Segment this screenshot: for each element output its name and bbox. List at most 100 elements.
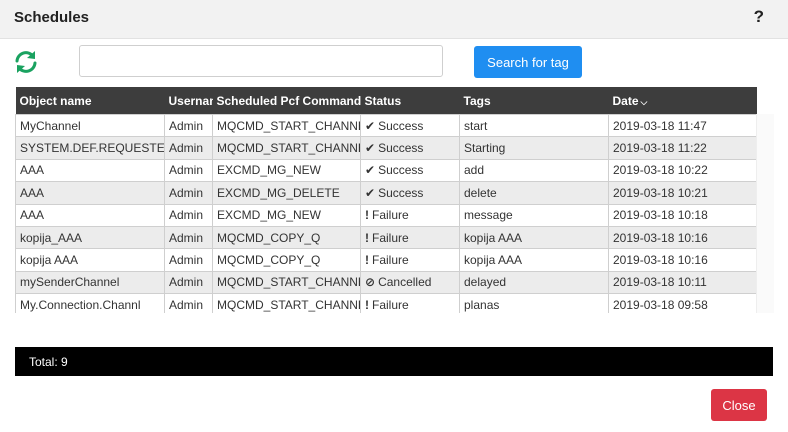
- status-text: Failure: [372, 297, 409, 312]
- total-count: Total: 9: [29, 355, 68, 369]
- cell-object-name: mySenderChannel: [15, 270, 165, 295]
- check-icon: ✔: [365, 141, 376, 156]
- cell-object-name: kopija AAA: [15, 248, 165, 272]
- cell-date: 2019-03-18 11:22: [608, 136, 757, 160]
- cell-command: EXCMD_MG_NEW: [212, 203, 361, 227]
- dialog-header: Schedules ?: [0, 0, 788, 39]
- column-header-command[interactable]: Scheduled Pcf Command: [212, 87, 361, 115]
- check-icon: ✔: [365, 185, 376, 200]
- status-text: Failure: [372, 230, 409, 245]
- cell-object-name: AAA: [15, 181, 165, 205]
- cell-command: MQCMD_START_CHANNEL: [212, 270, 361, 295]
- cell-status: ✔ Success: [360, 113, 460, 138]
- check-icon: ✔: [365, 163, 376, 178]
- schedules-table: Object name Username Scheduled Pcf Comma…: [15, 87, 757, 313]
- cell-username: Admin: [164, 270, 213, 295]
- cell-object-name: SYSTEM.DEF.REQUESTER: [15, 136, 165, 160]
- table-row[interactable]: AAA Admin EXCMD_MG_NEW! Failure message 2019-…: [15, 203, 757, 227]
- status-text: Success: [378, 118, 424, 133]
- status-text: Cancelled: [378, 275, 432, 290]
- cell-date: 2019-03-18 10:11: [608, 270, 757, 295]
- cell-status: ⊘ Cancelled: [360, 270, 460, 295]
- status-text: Failure: [372, 253, 409, 268]
- cell-status: ✔ Success: [360, 136, 460, 160]
- cell-command: MQCMD_COPY_Q: [212, 225, 361, 250]
- column-header-object-name[interactable]: Object name: [15, 87, 165, 115]
- status-text: Failure: [372, 208, 409, 223]
- cell-date: 2019-03-18 10:16: [608, 225, 757, 250]
- table-row[interactable]: My.Connection.Channl Admin MQCMD_START_CHA…: [15, 293, 757, 313]
- cell-username: Admin: [164, 136, 213, 160]
- cell-object-name: MyChannel: [15, 113, 165, 138]
- cell-username: Admin: [164, 158, 213, 183]
- cell-command: MQCMD_START_CHANNEL: [212, 113, 361, 138]
- cell-date: 2019-03-18 10:18: [608, 203, 757, 227]
- cell-object-name: AAA: [15, 203, 165, 227]
- table-footer: Total: 9: [15, 347, 773, 376]
- dialog-title: Schedules: [14, 9, 90, 26]
- table-row[interactable]: kopija AAA Admin MQCMD_COPY_Q! Failure kopij…: [15, 248, 757, 272]
- cell-tags: message: [459, 203, 609, 227]
- cell-tags: kopija AAA: [459, 248, 609, 272]
- cell-tags: kopija AAA: [459, 225, 609, 250]
- table-row[interactable]: AAA Admin EXCMD_MG_DELETE ✔ Success delete 201…: [15, 181, 757, 205]
- status-text: Success: [378, 185, 424, 200]
- cell-status: ✔ Success: [360, 181, 460, 205]
- column-header-username[interactable]: Username: [164, 87, 213, 115]
- cell-command: MQCMD_START_CHANNEL: [212, 293, 361, 313]
- search-input[interactable]: [79, 45, 443, 77]
- cell-status: ! Failure: [360, 248, 460, 272]
- table-row[interactable]: kopija_AAA Admin MQCMD_COPY_Q! Failure kopij…: [15, 225, 757, 250]
- cell-tags: delete: [459, 181, 609, 205]
- table-row[interactable]: mySenderChannel Admin MQCMD_START_CHANNEL ⊘…: [15, 270, 757, 295]
- cell-status: ! Failure: [360, 225, 460, 250]
- table-row[interactable]: SYSTEM.DEF.REQUESTER Admin MQCMD_START_CHA…: [15, 136, 757, 160]
- exclamation-icon: !: [365, 253, 369, 268]
- cell-username: Admin: [164, 225, 213, 250]
- column-header-tags[interactable]: Tags: [459, 87, 609, 115]
- cell-object-name: My.Connection.Channl: [15, 293, 165, 313]
- cell-tags: add: [459, 158, 609, 183]
- cell-username: Admin: [164, 248, 213, 272]
- cell-object-name: AAA: [15, 158, 165, 183]
- status-text: Success: [378, 163, 424, 178]
- exclamation-icon: !: [365, 297, 369, 312]
- cell-tags: delayed: [459, 270, 609, 295]
- cell-status: ! Failure: [360, 293, 460, 313]
- column-header-status[interactable]: Status: [360, 87, 460, 115]
- cell-date: 2019-03-18 10:16: [608, 248, 757, 272]
- cell-date: 2019-03-18 10:22: [608, 158, 757, 183]
- cell-status: ! Failure: [360, 203, 460, 227]
- cell-status: ✔ Success: [360, 158, 460, 183]
- check-icon: ✔: [365, 118, 376, 133]
- schedules-table-container: Object name Username Scheduled Pcf Comma…: [15, 87, 773, 313]
- cell-command: EXCMD_MG_DELETE: [212, 181, 361, 205]
- search-button[interactable]: Search for tag: [474, 46, 582, 78]
- cell-command: EXCMD_MG_NEW: [212, 158, 361, 183]
- exclamation-icon: !: [365, 208, 369, 223]
- cell-command: MQCMD_COPY_Q: [212, 248, 361, 272]
- cell-username: Admin: [164, 113, 213, 138]
- cell-username: Admin: [164, 203, 213, 227]
- table-header-row: Object name Username Scheduled Pcf Comma…: [15, 87, 757, 115]
- cell-object-name: kopija_AAA: [15, 225, 165, 250]
- close-button[interactable]: Close: [711, 389, 767, 421]
- table-row[interactable]: MyChannel Admin MQCMD_START_CHANNEL ✔ Succes…: [15, 113, 757, 138]
- refresh-icon[interactable]: [12, 48, 40, 76]
- chevron-down-icon[interactable]: ⌵: [640, 96, 648, 107]
- cell-tags: planas: [459, 293, 609, 313]
- help-icon[interactable]: ?: [753, 7, 764, 26]
- column-header-date-label: Date: [612, 93, 639, 108]
- cell-date: 2019-03-18 10:21: [608, 181, 757, 205]
- status-text: Success: [378, 141, 424, 156]
- cancel-icon: ⊘: [365, 275, 376, 290]
- cell-tags: start: [459, 113, 609, 138]
- cell-date: 2019-03-18 09:58: [608, 293, 757, 313]
- exclamation-icon: !: [365, 230, 369, 245]
- column-header-date[interactable]: Date ⌵: [608, 87, 757, 115]
- cell-command: MQCMD_START_CHANNEL: [212, 136, 361, 160]
- table-scrollbar[interactable]: [756, 114, 774, 313]
- table-row[interactable]: AAA Admin EXCMD_MG_NEW ✔ Success add 2019-03-1…: [15, 158, 757, 183]
- cell-date: 2019-03-18 11:47: [608, 113, 757, 138]
- cell-tags: Starting: [459, 136, 609, 160]
